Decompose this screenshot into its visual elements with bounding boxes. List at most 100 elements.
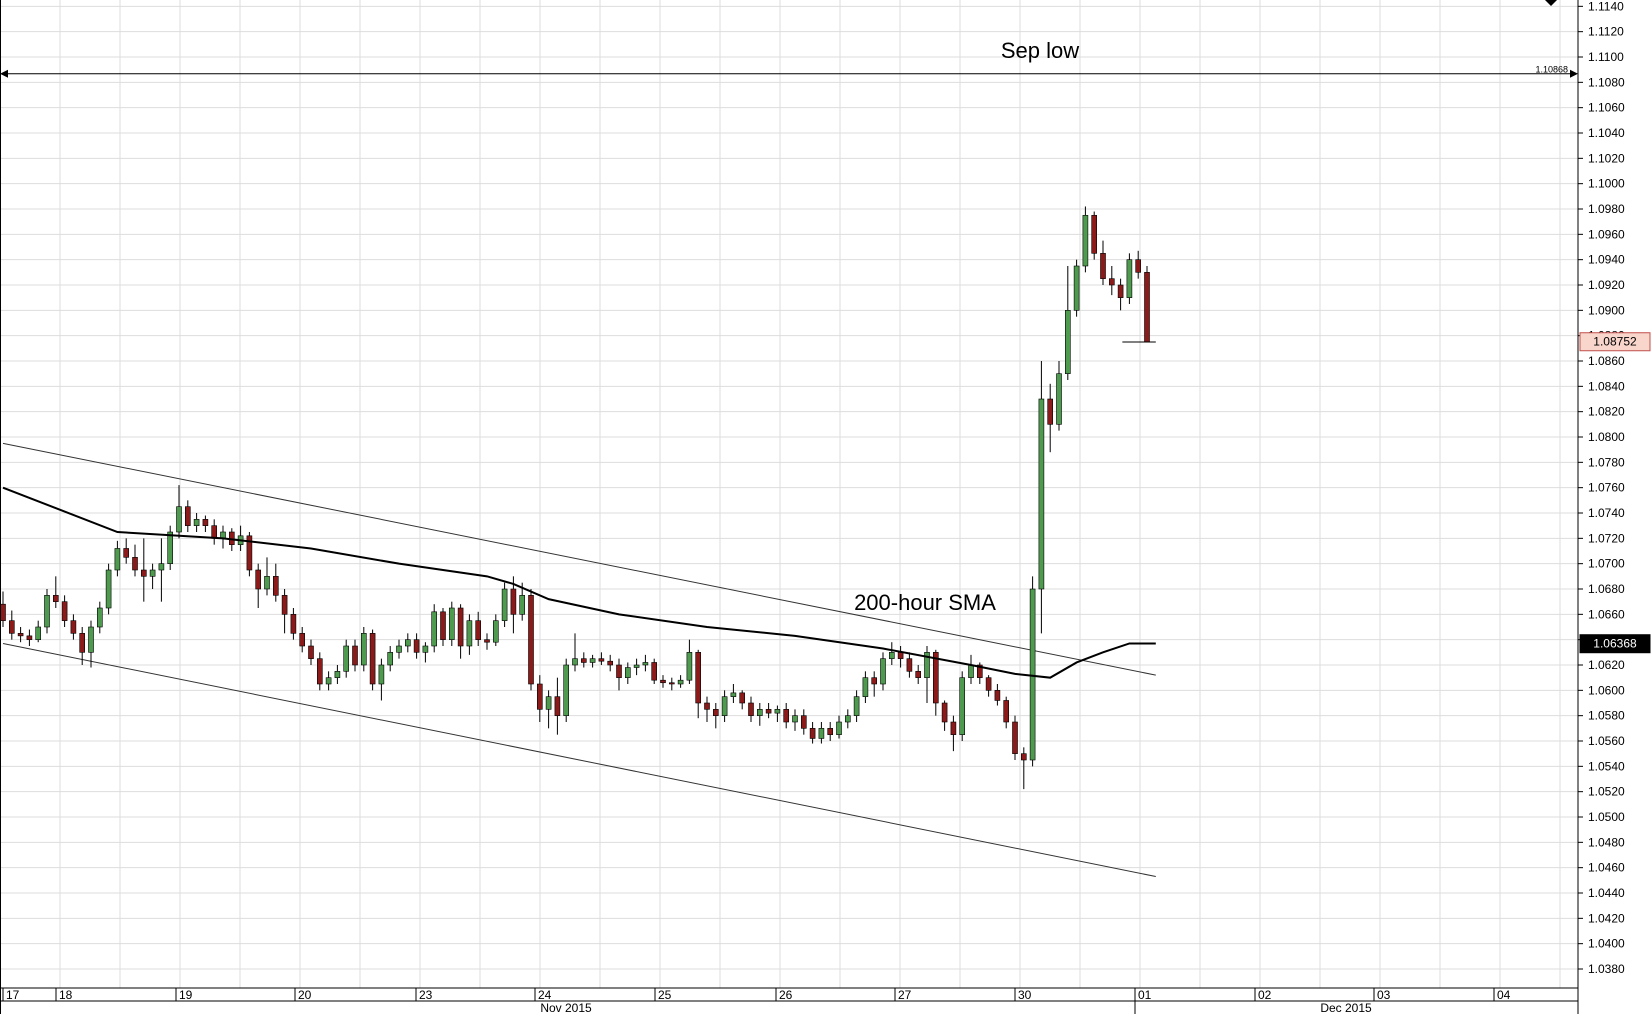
candle-body [70, 620, 77, 634]
x-tick-label: 17 [6, 988, 20, 1002]
candle-body [448, 607, 455, 640]
y-tick-label: 1.0620 [1588, 658, 1625, 672]
candle-body [246, 535, 253, 571]
candle-body [624, 667, 631, 678]
candle-body [352, 645, 358, 666]
y-tick-label: 1.0840 [1588, 379, 1625, 393]
candle-body [255, 569, 261, 590]
candle [448, 601, 455, 646]
candle-body [756, 709, 763, 716]
candle [598, 652, 605, 665]
candle-body [1020, 753, 1027, 761]
grid-layer [0, 0, 1578, 988]
candle [765, 703, 772, 719]
candle-body [272, 576, 279, 596]
candle [1117, 278, 1124, 311]
candle [721, 690, 728, 722]
candle-body [334, 671, 341, 678]
y-tick-label: 1.0560 [1588, 734, 1625, 748]
y-tick-label: 1.0820 [1588, 405, 1625, 419]
candle-body [325, 677, 332, 685]
candle [141, 538, 147, 602]
y-tick-label: 1.0960 [1588, 227, 1625, 241]
candle [440, 608, 446, 646]
x-tick-label: 04 [1497, 988, 1511, 1002]
candle [651, 658, 658, 684]
candle-body [308, 645, 314, 659]
y-tick-label: 1.0580 [1588, 709, 1625, 723]
candle [686, 639, 693, 684]
candle-body [572, 658, 578, 666]
candle [844, 709, 851, 729]
candle-body [519, 595, 526, 615]
candle-body [1100, 253, 1106, 279]
candle [871, 671, 878, 697]
candle [730, 684, 737, 703]
x-tick-label: 03 [1377, 988, 1391, 1002]
candle-body [1082, 215, 1089, 267]
candle [994, 684, 1001, 706]
candle [712, 703, 719, 729]
candle-body [413, 639, 420, 653]
candle-body [836, 721, 842, 735]
candle-body [739, 692, 746, 704]
candle-body [1117, 284, 1124, 298]
candle-body [651, 662, 658, 681]
y-tick-label: 1.0680 [1588, 582, 1625, 596]
candle [501, 582, 508, 627]
candle [1144, 266, 1150, 343]
candle-body [959, 677, 966, 735]
y-tick-label: 1.0540 [1588, 759, 1625, 773]
candlestick-series [0, 206, 1150, 790]
candle [79, 627, 85, 665]
candle [132, 544, 138, 577]
candle [457, 604, 464, 659]
candle-body [897, 652, 904, 659]
candle [334, 665, 341, 684]
last-price-marker-box [1579, 332, 1651, 352]
candle-body [17, 633, 24, 637]
candle [1082, 206, 1089, 273]
y-tick-label: 1.1140 [1588, 0, 1624, 13]
candle [792, 709, 798, 731]
y-tick-label: 1.0480 [1588, 835, 1625, 849]
candle-body [598, 658, 605, 662]
candle-body [61, 601, 68, 621]
candle-body [712, 709, 719, 716]
candle-body [369, 633, 376, 685]
y-tick-label: 1.0920 [1588, 278, 1625, 292]
month-label: Dec 2015 [1320, 1001, 1372, 1014]
candle [264, 557, 270, 596]
candle-body [1091, 215, 1097, 254]
candle-body [686, 652, 693, 681]
candle [35, 620, 42, 643]
candle [607, 654, 614, 672]
candle [1029, 576, 1036, 767]
candle-body [1144, 272, 1150, 343]
candle-body [721, 696, 728, 716]
x-tick-label: 25 [658, 988, 672, 1002]
candle [950, 715, 957, 752]
candle [246, 532, 253, 577]
candle-body [440, 611, 446, 640]
candle-body [88, 626, 94, 653]
candle [404, 633, 411, 653]
candle [255, 563, 261, 608]
candle-body [431, 611, 438, 647]
candle-body [1029, 588, 1036, 761]
candle-body [1065, 310, 1071, 374]
candle-body [290, 614, 297, 634]
candle [352, 639, 358, 672]
candle [9, 610, 15, 640]
x-tick-label: 24 [538, 988, 552, 1002]
candle [572, 633, 578, 672]
candle [941, 700, 948, 731]
last-price-marker-text: 1.08752 [1593, 335, 1637, 349]
candle-body [1135, 259, 1141, 273]
candle-body [1109, 278, 1115, 286]
candle-body [396, 645, 402, 653]
candle [545, 690, 552, 729]
candle-body [880, 658, 886, 685]
candle [1038, 361, 1045, 634]
